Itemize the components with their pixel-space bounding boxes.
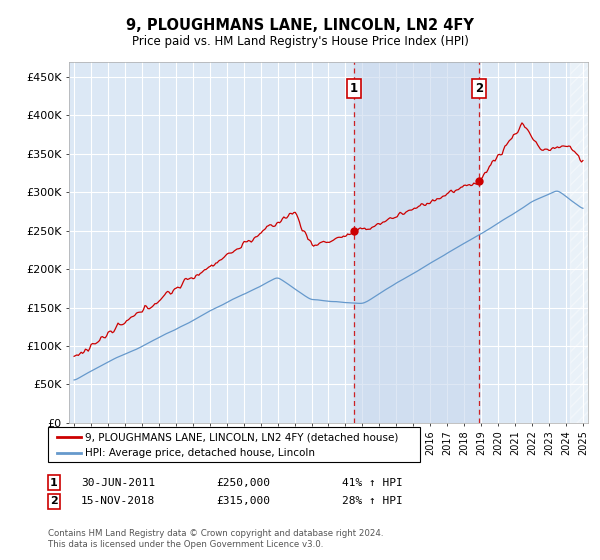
Text: 1: 1 bbox=[50, 478, 58, 488]
Text: 9, PLOUGHMANS LANE, LINCOLN, LN2 4FY: 9, PLOUGHMANS LANE, LINCOLN, LN2 4FY bbox=[126, 18, 474, 32]
Text: This data is licensed under the Open Government Licence v3.0.: This data is licensed under the Open Gov… bbox=[48, 540, 323, 549]
Text: Contains HM Land Registry data © Crown copyright and database right 2024.: Contains HM Land Registry data © Crown c… bbox=[48, 529, 383, 538]
Text: Price paid vs. HM Land Registry's House Price Index (HPI): Price paid vs. HM Land Registry's House … bbox=[131, 35, 469, 49]
Text: 30-JUN-2011: 30-JUN-2011 bbox=[81, 478, 155, 488]
Text: 15-NOV-2018: 15-NOV-2018 bbox=[81, 496, 155, 506]
Text: £315,000: £315,000 bbox=[216, 496, 270, 506]
Text: 2: 2 bbox=[475, 82, 483, 95]
Bar bbox=[570, 62, 588, 423]
Text: HPI: Average price, detached house, Lincoln: HPI: Average price, detached house, Linc… bbox=[85, 449, 315, 458]
Text: 9, PLOUGHMANS LANE, LINCOLN, LN2 4FY (detached house): 9, PLOUGHMANS LANE, LINCOLN, LN2 4FY (de… bbox=[85, 432, 398, 442]
Text: 41% ↑ HPI: 41% ↑ HPI bbox=[342, 478, 403, 488]
Text: £250,000: £250,000 bbox=[216, 478, 270, 488]
Bar bbox=[354, 62, 479, 423]
Text: 2: 2 bbox=[50, 496, 58, 506]
Text: 28% ↑ HPI: 28% ↑ HPI bbox=[342, 496, 403, 506]
Text: 1: 1 bbox=[350, 82, 358, 95]
